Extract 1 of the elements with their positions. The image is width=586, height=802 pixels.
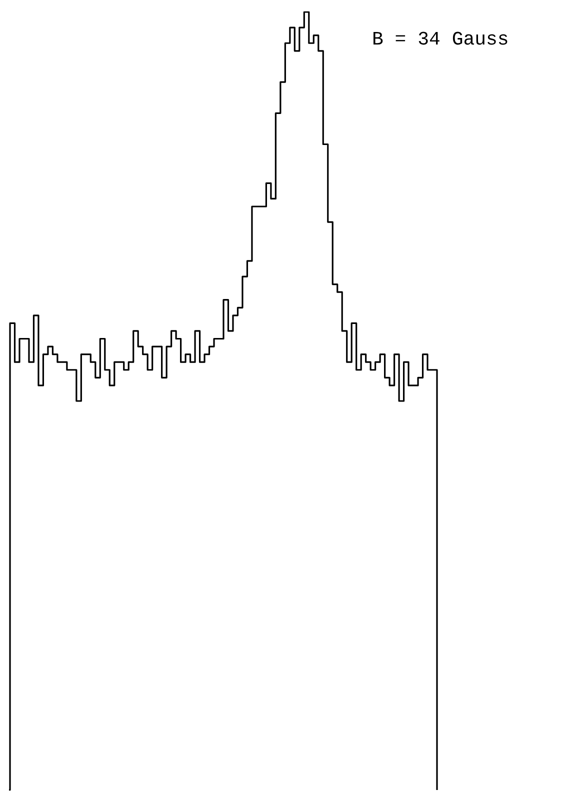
- annotation: B = 34 Gauss: [372, 28, 509, 50]
